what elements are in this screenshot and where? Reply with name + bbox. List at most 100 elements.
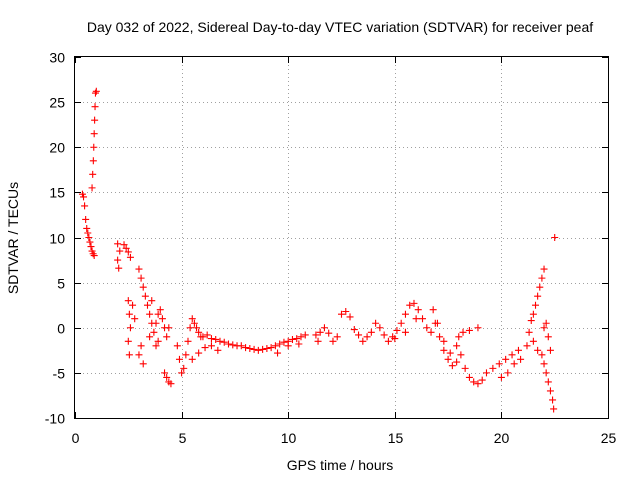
data-point (550, 405, 558, 413)
data-point (436, 333, 444, 341)
data-point (271, 342, 279, 350)
chart-title: Day 032 of 2022, Sidereal Day-to-day VTE… (87, 19, 593, 35)
data-point (355, 331, 363, 339)
data-point (338, 310, 345, 318)
data-point (148, 297, 156, 305)
data-point (453, 358, 461, 366)
data-point (453, 342, 461, 350)
data-point (188, 315, 196, 323)
data-point (259, 345, 267, 353)
data-point (474, 324, 482, 332)
data-point (91, 103, 99, 111)
data-point (87, 243, 95, 251)
data-point (91, 89, 99, 97)
data-point (203, 331, 211, 339)
data-point (237, 342, 245, 350)
data-point (540, 324, 548, 332)
grid-lines (75, 57, 608, 418)
y-tick-label: 25 (49, 95, 65, 111)
data-point (122, 244, 130, 252)
data-point (538, 274, 546, 282)
data-point (163, 373, 171, 381)
data-point (546, 387, 554, 395)
data-point (91, 116, 99, 124)
tick-labels: 0 5 10 15 20 25 -10 -5 0 5 10 15 20 25 30 (45, 50, 617, 447)
data-point (288, 335, 296, 343)
y-tick-label: 30 (49, 50, 65, 66)
data-point (90, 252, 98, 260)
data-point (135, 351, 143, 359)
x-tick-label: 15 (388, 430, 404, 446)
data-point (229, 341, 237, 349)
data-point (184, 337, 192, 345)
x-axis-label: GPS time / hours (287, 457, 394, 473)
data-point (82, 215, 90, 223)
data-point (207, 342, 215, 350)
data-point (297, 333, 305, 341)
data-point (165, 324, 173, 332)
data-point (333, 333, 341, 341)
data-point (193, 324, 201, 332)
data-point (125, 310, 133, 318)
data-point (92, 87, 100, 95)
data-point (152, 319, 160, 327)
data-point (465, 326, 473, 334)
data-point (448, 362, 456, 370)
data-point (89, 157, 97, 165)
data-point (433, 319, 441, 327)
data-point (90, 143, 98, 151)
data-point (393, 326, 401, 334)
data-point (502, 355, 510, 363)
data-point (146, 333, 154, 341)
data-point (542, 369, 550, 377)
data-point (536, 283, 544, 291)
data-point (414, 306, 422, 314)
data-point (220, 338, 228, 346)
data-point (216, 337, 224, 345)
data-point (139, 283, 147, 291)
y-tick-label: -10 (45, 411, 65, 427)
data-point (523, 342, 531, 350)
y-tick-label: 0 (57, 321, 65, 337)
x-tick-label: 25 (601, 430, 617, 446)
data-point (459, 328, 467, 336)
data-point (173, 342, 181, 350)
data-point (312, 331, 320, 339)
data-points (78, 87, 559, 413)
data-point (350, 326, 358, 334)
data-point (83, 224, 91, 232)
data-point (376, 324, 384, 332)
data-point (495, 360, 503, 368)
data-point (320, 324, 328, 332)
data-point (158, 315, 166, 323)
data-point (461, 364, 469, 372)
data-point (89, 170, 97, 178)
data-point (152, 342, 160, 350)
data-point (207, 335, 215, 343)
data-point (401, 328, 409, 336)
data-point (146, 310, 154, 318)
data-point (427, 328, 435, 336)
data-point (410, 299, 418, 307)
data-point (534, 346, 542, 354)
data-point (137, 274, 145, 282)
data-point (143, 301, 151, 309)
data-point (423, 324, 431, 332)
axis-ticks (75, 57, 609, 419)
data-point (540, 265, 548, 273)
data-point (161, 369, 169, 377)
data-point (517, 355, 525, 363)
data-point (489, 364, 497, 372)
data-point (293, 335, 301, 343)
data-point (419, 315, 427, 323)
data-point (154, 337, 162, 345)
data-point (544, 378, 552, 386)
data-point (372, 319, 380, 327)
data-point (195, 349, 203, 357)
data-point (139, 360, 147, 368)
y-tick-label: 20 (49, 140, 65, 156)
x-tick-label: 10 (281, 430, 297, 446)
data-point (263, 345, 271, 353)
data-point (80, 193, 88, 201)
data-point (250, 345, 258, 353)
